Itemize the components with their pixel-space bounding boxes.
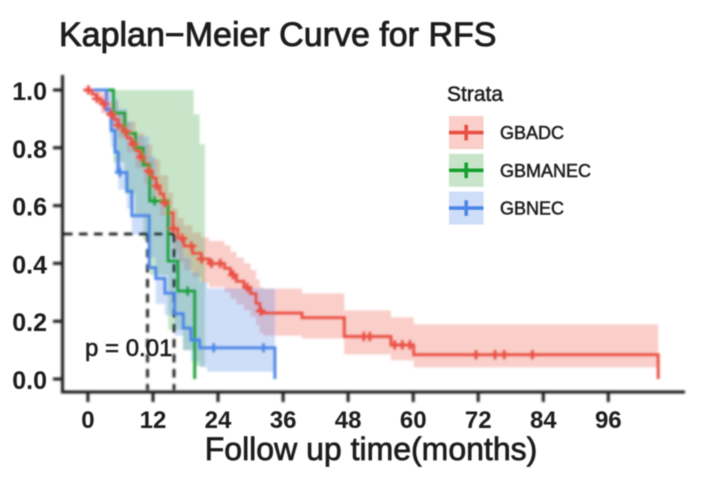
svg-text:48: 48 xyxy=(335,407,362,434)
svg-text:GBNEC: GBNEC xyxy=(500,199,564,219)
svg-text:Follow up time(months): Follow up time(months) xyxy=(205,431,538,467)
svg-text:60: 60 xyxy=(400,407,427,434)
svg-text:p = 0.01: p = 0.01 xyxy=(85,335,172,362)
svg-text:84: 84 xyxy=(530,407,557,434)
svg-text:72: 72 xyxy=(465,407,492,434)
svg-text:24: 24 xyxy=(205,407,232,434)
svg-text:0.0: 0.0 xyxy=(12,367,47,395)
svg-text:Strata: Strata xyxy=(447,83,503,106)
svg-text:0.2: 0.2 xyxy=(12,309,47,337)
svg-text:12: 12 xyxy=(140,407,167,434)
svg-text:GBADC: GBADC xyxy=(500,123,564,143)
svg-text:1.0: 1.0 xyxy=(12,78,47,106)
svg-text:Kaplan−Meier Curve for RFS: Kaplan−Meier Curve for RFS xyxy=(59,16,496,54)
svg-text:0: 0 xyxy=(81,407,94,434)
svg-text:0.6: 0.6 xyxy=(12,194,47,222)
svg-text:0.8: 0.8 xyxy=(12,136,47,164)
svg-text:96: 96 xyxy=(595,407,622,434)
svg-text:GBMANEC: GBMANEC xyxy=(500,161,591,181)
svg-text:36: 36 xyxy=(270,407,297,434)
svg-text:0.4: 0.4 xyxy=(12,251,47,279)
